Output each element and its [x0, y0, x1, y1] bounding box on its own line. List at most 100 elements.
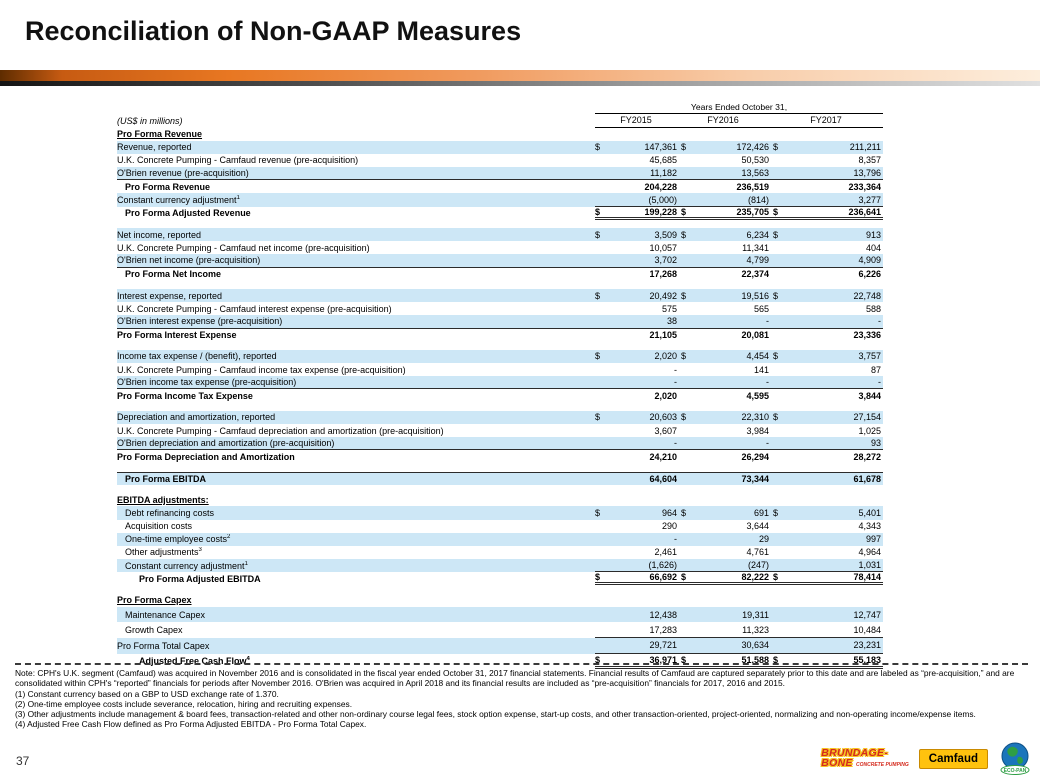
row-values: 10,057 11,341 404 — [595, 241, 883, 254]
cell-value-fy2017: 997 — [865, 534, 881, 545]
eco-pan-globe-logo: ECO-PAN — [1000, 742, 1030, 775]
cell-value-fy2016: 73,344 — [741, 473, 769, 484]
row-label: U.K. Concrete Pumping - Camfaud deprecia… — [117, 425, 444, 436]
cell-value-fy2015: 29,721 — [649, 640, 677, 651]
table-row: U.K. Concrete Pumping - Camfaud revenue … — [117, 154, 883, 167]
cell-value-fy2015: 12,438 — [649, 609, 677, 620]
row-label: O'Brien depreciation and amortization (p… — [117, 438, 335, 449]
cell-value-fy2016: 3,644 — [746, 521, 769, 532]
row-label: Acquisition costs — [125, 521, 193, 532]
row-label: Pro Forma Adjusted EBITDA — [139, 573, 261, 584]
row-label: EBITDA adjustments: — [117, 494, 209, 505]
table-row: Income tax expense / (benefit), reported… — [117, 349, 883, 364]
cell-value-fy2017: 4,909 — [858, 255, 881, 266]
logo-strip: BRUNDAGE- BONE CONCRETE PUMPING Camfaud … — [821, 741, 1032, 777]
row-values: $20,603 $22,310 $27,154 — [595, 411, 883, 424]
dollar-sign: $ — [595, 412, 601, 423]
table-row: O'Brien depreciation and amortization (p… — [117, 437, 883, 451]
cell-value-fy2015: 2,020 — [654, 351, 677, 362]
row-values — [595, 493, 883, 506]
cell-value-fy2015: - — [674, 377, 677, 388]
cell-value-fy2015: 24,210 — [649, 451, 677, 462]
row-label: Net income, reported — [117, 229, 202, 240]
cell-value-fy2017: - — [878, 377, 881, 388]
cell-value-fy2016: 11,323 — [742, 624, 769, 635]
dollar-sign: $ — [681, 507, 687, 518]
row-label: Revenue, reported — [117, 142, 192, 153]
footnote-4: (4) Adjusted Free Cash Flow defined as P… — [15, 719, 367, 730]
cell-value-fy2016: 51,588 — [741, 654, 769, 665]
dollar-sign: $ — [595, 206, 601, 217]
table-row: O'Brien income tax expense (pre-acquisit… — [117, 376, 883, 390]
cell-value-fy2017: 4,343 — [858, 521, 881, 532]
table-row: Revenue, reported $147,361 $172,426 $211,21… — [117, 140, 883, 154]
footnote-marker: 1 — [236, 195, 240, 202]
dollar-sign: $ — [681, 412, 687, 423]
row-values: $2,020 $4,454 $3,757 — [595, 350, 883, 363]
cell-value-fy2015: 147,361 — [644, 142, 677, 153]
cell-value-fy2015: 575 — [661, 303, 677, 314]
cell-value-fy2015: 199,228 — [644, 206, 677, 217]
brundage-bone-logo-tagline: CONCRETE PUMPING — [856, 762, 909, 768]
cell-value-fy2016: 19,516 — [741, 290, 769, 301]
cell-value-fy2017: 93 — [870, 438, 881, 449]
fy-column-header: FY2017 — [810, 115, 842, 126]
brundage-bone-logo: BRUNDAGE- BONE CONCRETE PUMPING — [821, 748, 909, 770]
footnote-3: (3) Other adjustments include management… — [15, 709, 976, 720]
cell-value-fy2015: 17,283 — [649, 624, 677, 635]
row-values: 11,182 13,563 13,796 — [595, 167, 883, 179]
row-label: U.K. Concrete Pumping - Camfaud interest… — [117, 303, 392, 314]
row-label: Income tax expense / (benefit), reported — [117, 351, 277, 362]
row-label: Pro Forma Revenue — [125, 181, 211, 192]
row-label: Pro Forma Interest Expense — [117, 330, 237, 341]
cell-value-fy2016: 30,634 — [741, 640, 769, 651]
cell-value-fy2017: 5,401 — [858, 507, 881, 518]
cell-value-fy2015: 3,702 — [654, 255, 677, 266]
title-accent-bar — [0, 70, 1040, 81]
table-row: Depreciation and amortization, reported $… — [117, 410, 883, 424]
cell-value-fy2017: - — [878, 316, 881, 327]
table-row: U.K. Concrete Pumping - Camfaud net inco… — [117, 241, 883, 254]
cell-value-fy2017: 1,025 — [858, 425, 881, 436]
cell-value-fy2015: 290 — [661, 521, 677, 532]
brundage-bone-logo-line2: BONE — [821, 757, 853, 769]
footnote-marker: 4 — [246, 656, 250, 663]
cell-value-fy2017: 23,336 — [853, 330, 881, 341]
row-label: O'Brien net income (pre-acquisition) — [117, 255, 261, 266]
cell-value-fy2016: 82,222 — [741, 572, 769, 583]
cell-value-fy2016: (814) — [747, 194, 769, 205]
cell-value-fy2017: 12,747 — [853, 609, 881, 620]
cell-value-fy2015: 2,020 — [654, 391, 677, 402]
cell-value-fy2015: 20,603 — [649, 412, 677, 423]
section-header-row: Pro Forma Capex — [117, 594, 883, 607]
cell-value-fy2016: 141 — [753, 364, 769, 375]
dollar-sign: $ — [595, 507, 601, 518]
cell-value-fy2015: 64,604 — [649, 473, 677, 484]
cell-value-fy2016: - — [766, 377, 769, 388]
dollar-sign: $ — [681, 290, 687, 301]
cell-value-fy2017: 87 — [870, 364, 881, 375]
table-header-row: (US$ in millions) FY2015 FY2016 FY2017 — [117, 114, 883, 128]
cell-value-fy2017: 6,226 — [858, 269, 881, 280]
cell-value-fy2015: 964 — [661, 507, 677, 518]
table-row: Growth Capex 17,283 11,323 10,484 — [117, 622, 883, 638]
row-label: U.K. Concrete Pumping - Camfaud income t… — [117, 364, 406, 375]
row-label: Pro Forma Adjusted Revenue — [125, 208, 251, 219]
brundage-bone-logo-line1: BRUNDAGE- — [821, 747, 889, 759]
row-values: $36,971 $51,588 $55,183 — [595, 654, 883, 670]
dollar-sign: $ — [595, 351, 601, 362]
dollar-sign: $ — [595, 290, 601, 301]
footnote-marker: 3 — [198, 547, 202, 554]
row-values: 64,604 73,344 61,678 — [595, 473, 883, 485]
row-label: Adjusted Free Cash Flow4 — [139, 656, 250, 667]
dollar-sign: $ — [681, 229, 687, 240]
cell-value-fy2017: 233,364 — [848, 181, 881, 192]
row-values: - 29 997 — [595, 533, 883, 546]
row-label: Growth Capex — [125, 625, 183, 636]
row-label: Interest expense, reported — [117, 290, 223, 301]
table-row: U.K. Concrete Pumping - Camfaud interest… — [117, 302, 883, 315]
cell-value-fy2015: 21,105 — [649, 330, 677, 341]
page-number: 37 — [16, 754, 30, 768]
years-ended-header: Years Ended October 31, — [595, 101, 883, 114]
